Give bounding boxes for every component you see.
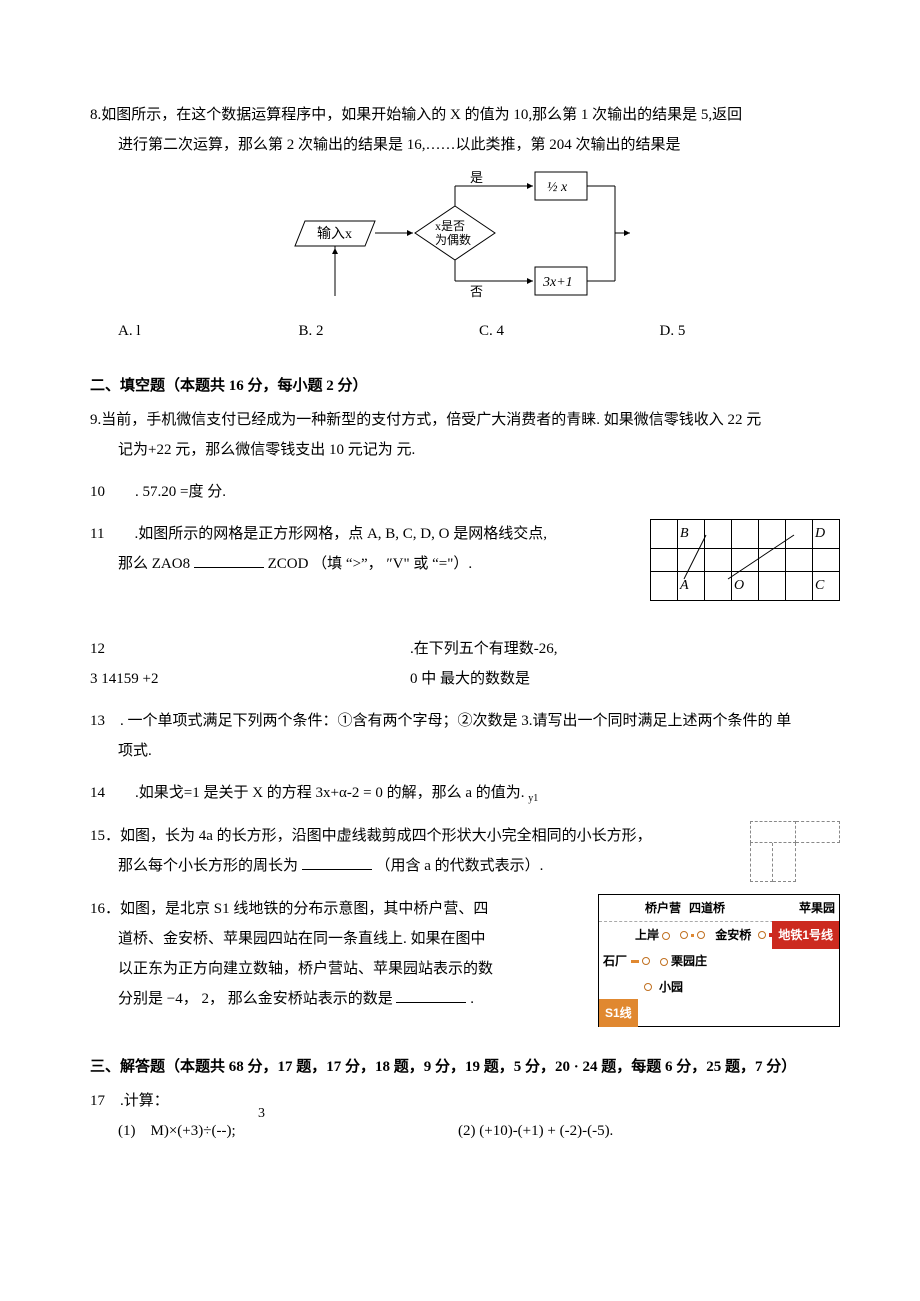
question-8: 8.如图所示，在这个数据运算程序中，如果开始输入的 X 的值为 10,那么第 1… [90, 100, 840, 346]
map-sdq: 四道桥 [689, 901, 725, 915]
question-15: 15．如图，长为 4a 的长方形，沿图中虚线裁剪成四个形状大小完全相同的小长方形… [90, 821, 840, 882]
q8-flowchart: 输入x x是否 为偶数 是 ½ x 否 3x+1 [90, 166, 840, 306]
flow-branch-no: 3x+1 [542, 275, 573, 290]
q8-options: A. l B. 2 C. 4 D. 5 [90, 316, 840, 346]
grid-label-A: A [678, 572, 705, 601]
q14-sub: y1 [528, 793, 538, 804]
q13-line1: 13 . 一个单项式满足下列两个条件：①含有两个字母；②次数是 3.请写出一个同… [90, 706, 840, 736]
q16-line3: 以正东为正方向建立数轴，桥户营站、苹果园站表示的数 [90, 954, 580, 984]
q17-part2: (2) (+10)-(+1) + (-2)-(-5). [458, 1116, 613, 1146]
map-sa: 上岸 [635, 928, 659, 942]
q8-opt-b: B. 2 [299, 316, 480, 346]
q12-l2l: 3 14159 +2 [90, 664, 410, 694]
q16-line4: 分别是 −4， 2， 那么金安桥站表示的数是 . [90, 984, 580, 1014]
section-2-title: 二、填空题（本题共 16 分，每小题 2 分） [90, 374, 840, 395]
flow-branch-yes: ½ x [547, 180, 568, 195]
q16-line2: 道桥、金安桥、苹果园四站在同一条直线上. 如果在图中 [90, 924, 580, 954]
section-3-title: 三、解答题（本题共 68 分，17 题，17 分，18 题，9 分，19 题，5… [90, 1055, 840, 1076]
q17-p1-top: 3 [258, 1100, 265, 1128]
q15-line1: 15．如图，长为 4a 的长方形，沿图中虚线裁剪成四个形状大小完全相同的小长方形… [90, 821, 732, 851]
map-xy: 小园 [659, 980, 683, 994]
q16-l4b: . [470, 991, 474, 1007]
exam-page: 8.如图所示，在这个数据运算程序中，如果开始输入的 X 的值为 10,那么第 1… [0, 0, 920, 1218]
q11-line2: 那么 ZAO8 ZCOD （填 “>”， ″V" 或 “="）. [90, 549, 632, 579]
q8-stem-line2: 进行第二次运算，那么第 2 次输出的结果是 16,……以此类推，第 204 次输… [90, 130, 840, 160]
q15-blank [302, 854, 372, 870]
flow-no: 否 [470, 284, 483, 299]
map-qhy: 桥户营 [645, 901, 681, 915]
map-lyz: 栗园庄 [671, 954, 707, 968]
q16-line1: 16．如图，是北京 S1 线地铁的分布示意图，其中桥户营、四 [90, 894, 580, 924]
question-13: 13 . 一个单项式满足下列两个条件：①含有两个字母；②次数是 3.请写出一个同… [90, 706, 840, 766]
question-9: 9.当前，手机微信支付已经成为一种新型的支付方式，倍受广大消费者的青睐. 如果微… [90, 405, 840, 465]
q11-line1: 11 .如图所示的网格是正方形网格，点 A, B, C, D, O 是网格线交点… [90, 519, 632, 549]
q13-line2: 项式. [90, 736, 840, 766]
q15-l2a: 那么每个小长方形的周长为 [118, 858, 298, 874]
q15-l2b: （用含 a 的代数式表示）. [376, 858, 544, 874]
q9-line1: 9.当前，手机微信支付已经成为一种新型的支付方式，倍受广大消费者的青睐. 如果微… [90, 405, 840, 435]
q12-left: 12 [90, 634, 410, 664]
q11-blank [194, 552, 264, 568]
question-14: 14 .如果戈=1 是关于 X 的方程 3x+α-2 = 0 的解，那么 a 的… [90, 778, 840, 809]
q15-line2: 那么每个小长方形的周长为 （用含 a 的代数式表示）. [90, 851, 732, 881]
q12-right: .在下列五个有理数-26, [410, 634, 558, 664]
q8-opt-d: D. 5 [660, 316, 841, 346]
map-badge-line1: 地铁1号线 [772, 921, 839, 949]
q8-opt-c: C. 4 [479, 316, 660, 346]
flow-cond-l2: 为偶数 [435, 232, 471, 247]
q16-map: 桥户营 四道桥 苹果园 上岸 金安桥 地铁1号线 石厂 [598, 894, 840, 1027]
flow-yes: 是 [470, 170, 483, 185]
q11-grid-figure: B D AO C [650, 519, 840, 682]
map-badge-s1: S1线 [599, 999, 638, 1027]
question-16: 16．如图，是北京 S1 线地铁的分布示意图，其中桥户营、四 道桥、金安桥、苹果… [90, 894, 840, 1027]
grid-label-C: C [813, 572, 840, 601]
q8-opt-a: A. l [118, 316, 299, 346]
grid-label-D: D [813, 520, 840, 549]
q11-l2b: ZCOD （填 “>”， ″V" 或 “="）. [268, 556, 473, 572]
q16-blank [396, 987, 466, 1003]
q14-text: 14 .如果戈=1 是关于 X 的方程 3x+α-2 = 0 的解，那么 a 的… [90, 785, 524, 801]
question-10: 10 . 57.20 =度 分. [90, 477, 840, 507]
q12-l2r: 0 中 最大的数数是 [410, 664, 530, 694]
grid-label-O: O [732, 572, 759, 601]
flowchart-svg: 输入x x是否 为偶数 是 ½ x 否 3x+1 [295, 166, 635, 306]
map-jaq: 金安桥 [715, 928, 751, 942]
flow-input-label: 输入x [317, 226, 352, 242]
grid-label-B: B [678, 520, 705, 549]
q8-stem-line1: 8.如图所示，在这个数据运算程序中，如果开始输入的 X 的值为 10,那么第 1… [90, 100, 840, 130]
map-pgy: 苹果园 [799, 901, 835, 915]
flow-cond-l1: x是否 [435, 219, 465, 233]
q11-l2a: 那么 ZAO8 [118, 556, 190, 572]
q16-l4a: 分别是 −4， 2， 那么金安桥站表示的数是 [118, 991, 393, 1007]
map-sc: 石厂 [603, 954, 627, 968]
q17-head: 17 .计算： [90, 1086, 840, 1116]
question-17: 17 .计算： 3 (1) M)×(+3)÷(--); (2) (+10)-(+… [90, 1086, 840, 1146]
q15-figure [750, 821, 840, 882]
q9-line2: 记为+22 元，那么微信零钱支出 10 元记为 元. [90, 435, 840, 465]
q17-part1: (1) M)×(+3)÷(--); [118, 1116, 458, 1146]
